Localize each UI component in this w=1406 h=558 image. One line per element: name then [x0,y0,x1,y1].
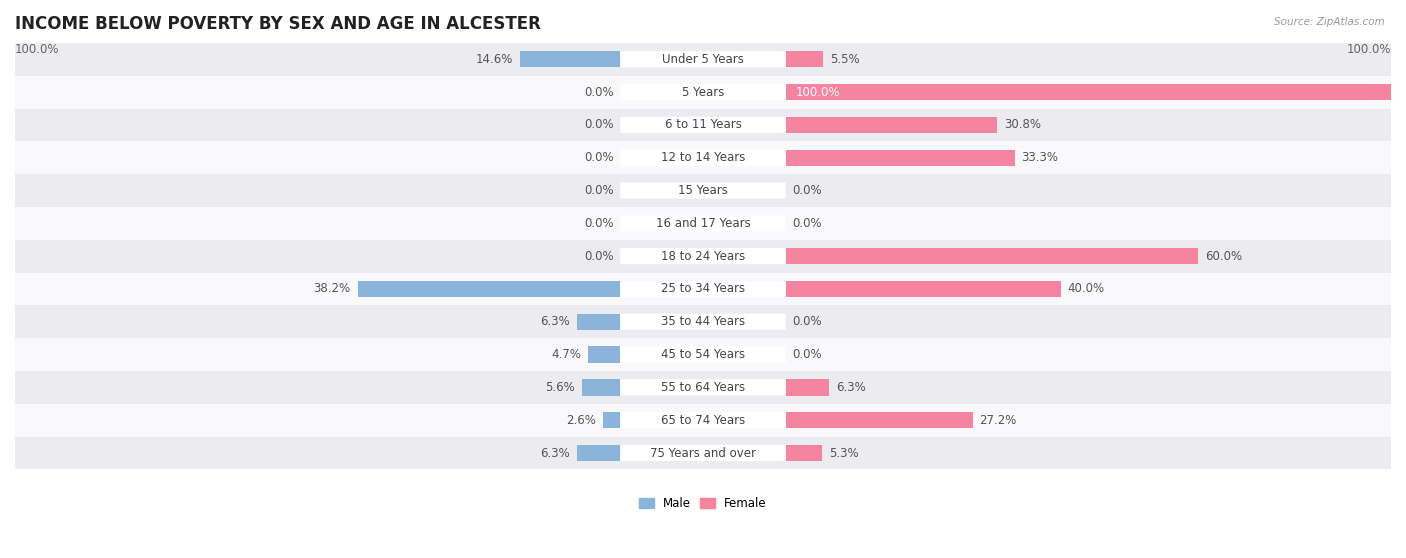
FancyBboxPatch shape [620,379,786,396]
FancyBboxPatch shape [620,314,786,330]
Bar [15,174,1391,207]
Bar [582,379,620,396]
Bar [786,150,1015,166]
Legend: Male, Female: Male, Female [634,492,772,514]
Bar [786,445,823,461]
Text: 55 to 64 Years: 55 to 64 Years [661,381,745,394]
Bar [786,84,1406,100]
Text: 0.0%: 0.0% [583,85,613,99]
Text: 100.0%: 100.0% [15,43,59,56]
Text: 33.3%: 33.3% [1022,151,1059,164]
Text: Under 5 Years: Under 5 Years [662,53,744,66]
Text: 30.8%: 30.8% [1004,118,1042,132]
Text: 14.6%: 14.6% [475,53,513,66]
Text: 6.3%: 6.3% [835,381,866,394]
Bar [603,412,620,429]
Text: 38.2%: 38.2% [314,282,350,296]
Bar [588,347,620,363]
Text: 4.7%: 4.7% [551,348,581,361]
Text: 5.6%: 5.6% [546,381,575,394]
FancyBboxPatch shape [620,51,786,68]
Text: 0.0%: 0.0% [793,348,823,361]
Text: 100.0%: 100.0% [1347,43,1391,56]
Text: 16 and 17 Years: 16 and 17 Years [655,217,751,230]
Text: 35 to 44 Years: 35 to 44 Years [661,315,745,328]
FancyBboxPatch shape [620,412,786,429]
Text: 15 Years: 15 Years [678,184,728,197]
Text: 0.0%: 0.0% [793,217,823,230]
Text: 12 to 14 Years: 12 to 14 Years [661,151,745,164]
Bar [15,404,1391,436]
Bar [15,338,1391,371]
Bar [15,305,1391,338]
FancyBboxPatch shape [620,347,786,363]
Bar [786,117,997,133]
Text: 0.0%: 0.0% [583,118,613,132]
Text: 5.5%: 5.5% [831,53,860,66]
Bar [15,436,1391,469]
Bar [786,412,973,429]
Text: 0.0%: 0.0% [583,184,613,197]
Text: 45 to 54 Years: 45 to 54 Years [661,348,745,361]
Text: 27.2%: 27.2% [980,413,1017,427]
Bar [786,51,824,68]
Text: 40.0%: 40.0% [1067,282,1105,296]
Bar [15,141,1391,174]
Bar [786,281,1060,297]
Text: INCOME BELOW POVERTY BY SEX AND AGE IN ALCESTER: INCOME BELOW POVERTY BY SEX AND AGE IN A… [15,15,541,33]
Bar [357,281,620,297]
Bar [15,108,1391,141]
Text: 5.3%: 5.3% [830,446,859,460]
Bar [786,379,830,396]
Bar [15,43,1391,76]
Bar [15,371,1391,404]
Text: 0.0%: 0.0% [583,151,613,164]
Bar [520,51,620,68]
Text: 60.0%: 60.0% [1205,249,1243,263]
Text: 2.6%: 2.6% [565,413,596,427]
FancyBboxPatch shape [620,281,786,297]
Bar [15,240,1391,272]
Text: 25 to 34 Years: 25 to 34 Years [661,282,745,296]
FancyBboxPatch shape [620,117,786,133]
Text: 6.3%: 6.3% [540,446,571,460]
Text: 5 Years: 5 Years [682,85,724,99]
FancyBboxPatch shape [620,445,786,461]
Bar [576,314,620,330]
Text: 75 Years and over: 75 Years and over [650,446,756,460]
Text: 0.0%: 0.0% [583,249,613,263]
Bar [15,76,1391,108]
Text: 0.0%: 0.0% [793,315,823,328]
Text: 100.0%: 100.0% [796,85,841,99]
Bar [576,445,620,461]
Text: 0.0%: 0.0% [793,184,823,197]
Text: 6 to 11 Years: 6 to 11 Years [665,118,741,132]
Text: 0.0%: 0.0% [583,217,613,230]
Bar [15,272,1391,305]
Text: 6.3%: 6.3% [540,315,571,328]
Text: 18 to 24 Years: 18 to 24 Years [661,249,745,263]
Text: Source: ZipAtlas.com: Source: ZipAtlas.com [1274,17,1385,27]
FancyBboxPatch shape [620,248,786,264]
Bar [15,207,1391,240]
Bar [786,248,1198,264]
FancyBboxPatch shape [620,150,786,166]
FancyBboxPatch shape [620,182,786,199]
FancyBboxPatch shape [620,215,786,232]
FancyBboxPatch shape [620,84,786,100]
Text: 65 to 74 Years: 65 to 74 Years [661,413,745,427]
